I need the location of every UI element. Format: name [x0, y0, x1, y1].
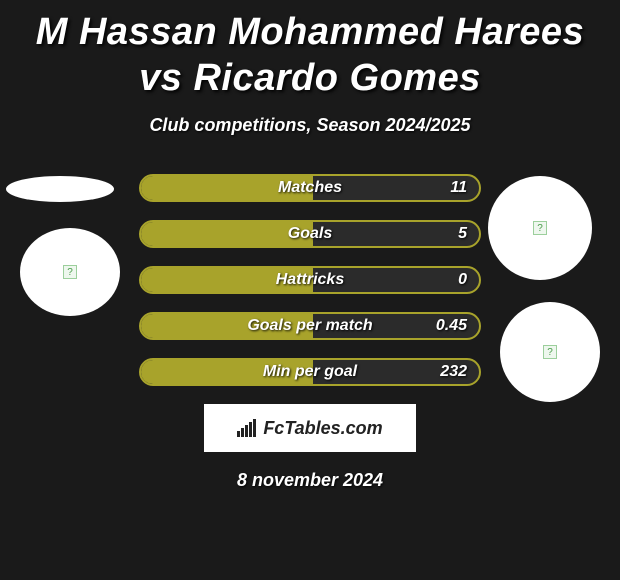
- stat-label: Goals: [141, 222, 479, 246]
- decor-ellipse: [6, 176, 114, 202]
- image-placeholder-icon: ?: [543, 345, 557, 359]
- stat-label: Goals per match: [141, 314, 479, 338]
- decor-circle: ?: [488, 176, 592, 280]
- stat-row: Matches11: [139, 174, 481, 202]
- stat-value: 11: [450, 176, 467, 200]
- comparison-subtitle: Club competitions, Season 2024/2025: [0, 115, 620, 136]
- fctables-logo: FcTables.com: [204, 404, 416, 452]
- stat-label: Matches: [141, 176, 479, 200]
- bar-chart-icon: [237, 419, 259, 437]
- stat-row: Hattricks0: [139, 266, 481, 294]
- stat-value: 0: [458, 268, 467, 292]
- decor-circle: ?: [500, 302, 600, 402]
- image-placeholder-icon: ?: [63, 265, 77, 279]
- stat-label: Min per goal: [141, 360, 479, 384]
- stat-row: Goals per match0.45: [139, 312, 481, 340]
- logo-label: FcTables.com: [263, 418, 382, 439]
- stat-value: 232: [440, 360, 467, 384]
- stat-value: 5: [458, 222, 467, 246]
- decor-circle: ?: [20, 228, 120, 316]
- stat-row: Goals5: [139, 220, 481, 248]
- image-placeholder-icon: ?: [533, 221, 547, 235]
- stat-value: 0.45: [436, 314, 467, 338]
- stat-label: Hattricks: [141, 268, 479, 292]
- stat-row: Min per goal232: [139, 358, 481, 386]
- logo-text: FcTables.com: [237, 418, 382, 439]
- comparison-title: M Hassan Mohammed Harees vs Ricardo Gome…: [0, 0, 620, 101]
- date-label: 8 november 2024: [0, 470, 620, 491]
